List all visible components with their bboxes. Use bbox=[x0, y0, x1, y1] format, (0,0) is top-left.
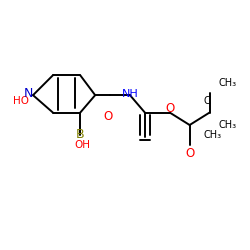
Text: O: O bbox=[185, 147, 194, 160]
Text: NH: NH bbox=[122, 89, 138, 99]
Text: O: O bbox=[103, 110, 112, 123]
Text: HO: HO bbox=[13, 96, 29, 106]
Text: N: N bbox=[24, 88, 33, 101]
Text: CH₃: CH₃ bbox=[203, 130, 222, 140]
Text: B: B bbox=[76, 128, 84, 141]
Text: CH₃: CH₃ bbox=[218, 78, 236, 88]
Text: CH₃: CH₃ bbox=[218, 120, 236, 130]
Text: O: O bbox=[165, 102, 174, 115]
Text: OH: OH bbox=[74, 140, 90, 150]
Text: C: C bbox=[203, 96, 210, 106]
